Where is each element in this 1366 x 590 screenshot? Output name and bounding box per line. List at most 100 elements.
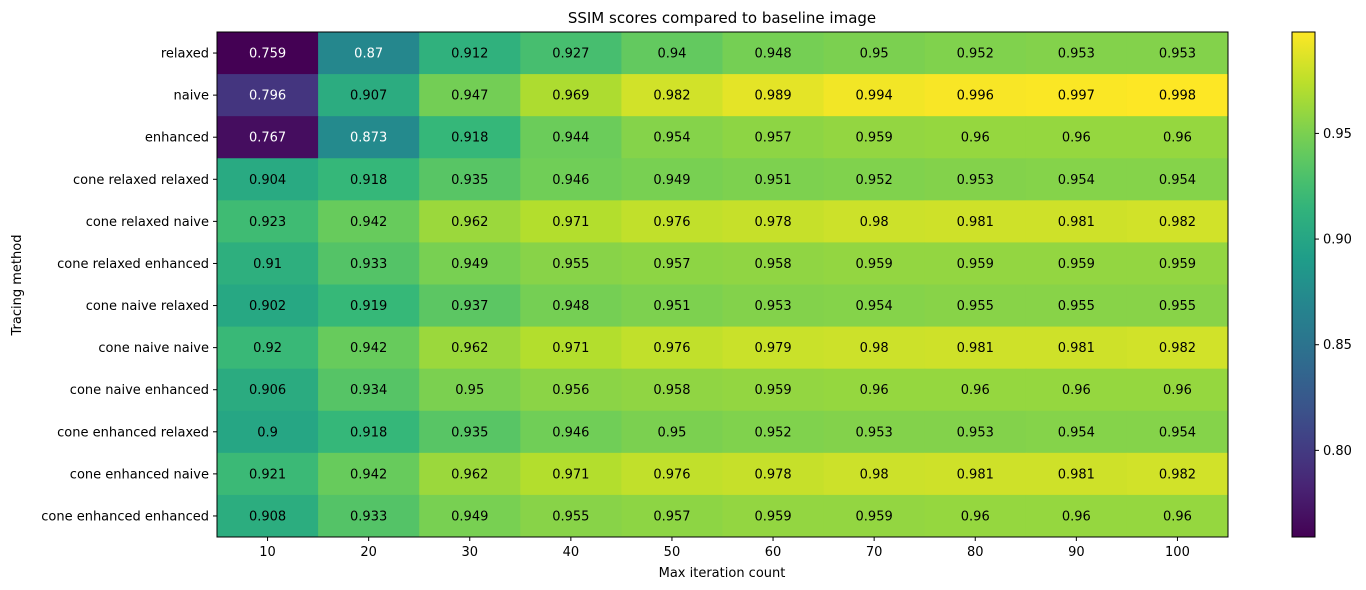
- cell-value-label: 0.954: [1058, 173, 1095, 188]
- heatmap-cell: [419, 32, 521, 75]
- cell-value-label: 0.947: [451, 89, 488, 104]
- heatmap-cell: [520, 158, 622, 201]
- cell-value-label: 0.957: [754, 131, 791, 146]
- heatmap-cell: [924, 32, 1027, 75]
- cell-value-label: 0.955: [552, 509, 589, 524]
- cell-value-label: 0.96: [961, 131, 990, 146]
- heatmap-cell: [924, 494, 1027, 538]
- cell-value-label: 0.953: [856, 425, 893, 440]
- heatmap-cell: [722, 284, 825, 328]
- cell-value-label: 0.955: [552, 257, 589, 272]
- heatmap-cell: [1025, 284, 1128, 328]
- colorbar-tick-label: 0.80: [1323, 444, 1352, 459]
- cell-value-label: 0.978: [754, 215, 791, 230]
- heatmap-cell: [722, 410, 825, 454]
- cell-value-label: 0.96: [1062, 383, 1091, 398]
- cell-value-label: 0.954: [653, 131, 690, 146]
- cell-value-label: 0.981: [1058, 215, 1095, 230]
- heatmap-cell: [520, 326, 622, 370]
- cell-value-label: 0.959: [856, 131, 893, 146]
- colorbar-ticks: 0.80 0.85 0.90 0.95: [1315, 127, 1352, 459]
- heatmap-cell: [1025, 242, 1128, 285]
- y-tick-label: relaxed: [161, 47, 209, 62]
- heatmap-cell: [318, 494, 420, 538]
- heatmap-cell: [621, 284, 723, 328]
- cell-value-label: 0.95: [455, 383, 484, 398]
- cell-value-label: 0.951: [754, 173, 791, 188]
- colorbar-gradient: [1291, 31, 1316, 538]
- cell-value-label: 0.935: [451, 173, 488, 188]
- heatmap-cell: [419, 200, 521, 243]
- cell-value-label: 0.96: [1163, 509, 1192, 524]
- cell-value-label: 0.918: [451, 131, 488, 146]
- cell-value-label: 0.982: [1159, 467, 1196, 482]
- heatmap-cell: [621, 410, 723, 454]
- cell-value-label: 0.95: [860, 47, 889, 62]
- cell-value-label: 0.957: [653, 509, 690, 524]
- heatmap-cell: [722, 452, 825, 496]
- heatmap-cell: [823, 200, 926, 243]
- cell-value-label: 0.953: [754, 299, 791, 314]
- heatmap-cell: [419, 452, 521, 496]
- heatmap-cell: [419, 116, 521, 159]
- heatmap-cell: [722, 116, 825, 159]
- cell-value-label: 0.96: [961, 509, 990, 524]
- heatmap-cell: [924, 116, 1027, 159]
- heatmap-cell: [1126, 242, 1229, 285]
- cell-value-label: 0.953: [1058, 47, 1095, 62]
- cell-value-label: 0.962: [451, 467, 488, 482]
- y-tick-label: cone relaxed enhanced: [57, 257, 209, 272]
- cell-value-label: 0.96: [1163, 131, 1192, 146]
- cell-value-label: 0.918: [350, 425, 387, 440]
- cell-value-label: 0.91: [253, 257, 282, 272]
- heatmap-cell: [217, 74, 319, 117]
- heatmap-cell: [722, 326, 825, 370]
- cell-value-label: 0.976: [653, 341, 690, 356]
- y-tick-label: cone naive relaxed: [86, 299, 209, 314]
- cell-value-label: 0.919: [350, 299, 387, 314]
- cell-value-label: 0.981: [957, 215, 994, 230]
- heatmap-cell: [318, 200, 420, 243]
- x-axis-label: Max iteration count: [659, 566, 786, 581]
- cell-value-label: 0.944: [552, 131, 589, 146]
- heatmap-cell: [621, 326, 723, 370]
- heatmap-cell: [217, 242, 319, 285]
- heatmap-cell: [1126, 494, 1229, 538]
- heatmap-cell: [520, 242, 622, 285]
- cell-value-label: 0.96: [860, 383, 889, 398]
- cell-value-label: 0.958: [754, 257, 791, 272]
- y-tick-label: cone enhanced enhanced: [41, 509, 209, 524]
- cell-value-label: 0.921: [249, 467, 286, 482]
- y-tick-label: cone naive naive: [98, 341, 209, 356]
- cell-value-label: 0.927: [552, 47, 589, 62]
- heatmap-cell: [1126, 32, 1229, 75]
- heatmap-cell: [419, 158, 521, 201]
- heatmap-cell: [217, 452, 319, 496]
- cell-value-label: 0.959: [957, 257, 994, 272]
- heatmap-cell: [1126, 74, 1229, 117]
- cell-value-label: 0.796: [249, 89, 286, 104]
- cell-value-label: 0.962: [451, 341, 488, 356]
- heatmap-cell: [419, 326, 521, 370]
- heatmap-cell: [318, 284, 420, 328]
- heatmap-cell: [1126, 158, 1229, 201]
- cell-value-label: 0.982: [1159, 341, 1196, 356]
- heatmap-cell: [1126, 368, 1229, 412]
- cell-value-label: 0.997: [1058, 89, 1095, 104]
- cell-value-label: 0.994: [856, 89, 893, 104]
- heatmap-cell: [722, 242, 825, 285]
- heatmap-cell: [1025, 410, 1128, 454]
- heatmap-cell: [217, 158, 319, 201]
- heatmap-cell: [318, 368, 420, 412]
- cell-value-label: 0.971: [552, 215, 589, 230]
- x-tick-label: 90: [1068, 545, 1085, 560]
- heatmap-cell: [924, 242, 1027, 285]
- cell-value-label: 0.96: [1163, 383, 1192, 398]
- cell-value-label: 0.912: [451, 47, 488, 62]
- x-tick-label: 50: [664, 545, 681, 560]
- heatmap-cell: [823, 284, 926, 328]
- heatmap-cell: [823, 452, 926, 496]
- cell-value-label: 0.952: [957, 47, 994, 62]
- heatmap-cell: [1025, 368, 1128, 412]
- y-tick-label: cone enhanced naive: [70, 467, 209, 482]
